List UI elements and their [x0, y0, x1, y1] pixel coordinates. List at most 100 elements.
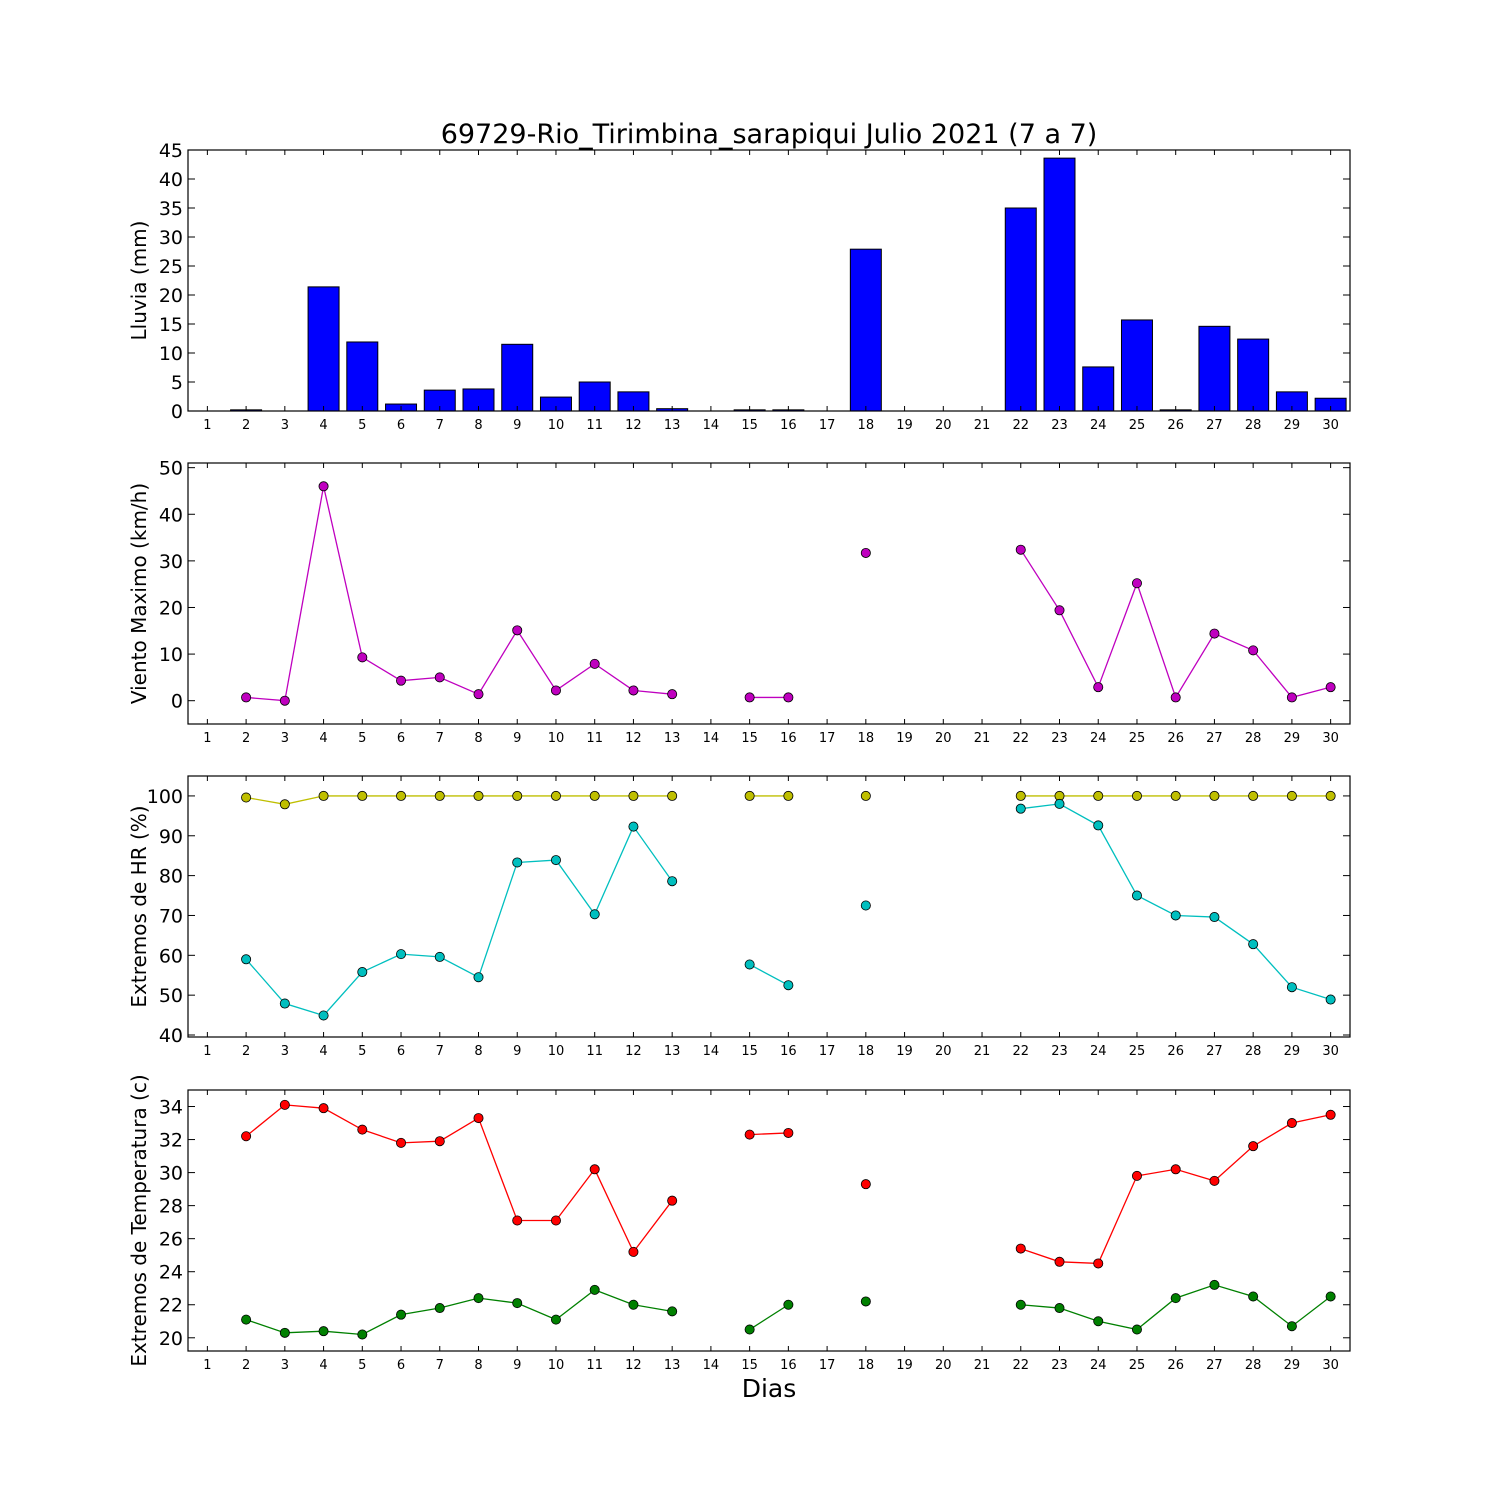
x-tick-label: 28: [1245, 1044, 1262, 1059]
x-tick-label: 17: [819, 731, 836, 746]
x-tick-label: 6: [397, 418, 405, 433]
point-wind-0-day-9: [512, 625, 523, 636]
series-temperature-0-line: [1020, 1114, 1331, 1265]
x-tick-label: 12: [625, 1044, 642, 1059]
chart-title: 69729-Rio_Tirimbina_sarapiqui Julio 2021…: [441, 119, 1098, 150]
point-temperature-1-day-16: [783, 1299, 794, 1310]
y-tick-label: 24: [159, 1262, 183, 1284]
x-tick-label: 27: [1206, 418, 1223, 433]
panel-rain: 1 2 3 4 5 6 7 8 9 10 11 12 13 14 15 16 17 18 19 20 21 22 23 24 2…: [127, 140, 1351, 433]
x-tick-label: 11: [586, 1358, 603, 1373]
bar-day-25: [1120, 319, 1153, 412]
series-temperature-1-line: [245, 1289, 673, 1336]
x-tick-label: 1: [203, 1044, 211, 1059]
x-tick-label: 15: [741, 418, 758, 433]
x-tick-label: 10: [548, 418, 565, 433]
x-tick-label: 21: [974, 1358, 991, 1373]
point-temperature-0-day-18: [860, 1179, 871, 1190]
x-tick-label: 9: [513, 1358, 521, 1373]
point-temperature-0-day-3: [279, 1099, 290, 1110]
point-humidity-0-day-13: [667, 790, 678, 801]
y-tick-label: 32: [159, 1130, 183, 1152]
point-temperature-1-day-7: [434, 1303, 445, 1314]
point-temperature-1-day-15: [744, 1324, 755, 1335]
x-tick-label: 4: [319, 1044, 327, 1059]
x-tick-label: 19: [896, 731, 913, 746]
bar-day-9: [501, 343, 534, 412]
x-tick-label: 24: [1090, 418, 1107, 433]
panel-frame: [187, 1089, 1351, 1352]
point-humidity-1-day-6: [396, 949, 407, 960]
point-wind-0-day-5: [357, 652, 368, 663]
bar-day-18: [849, 248, 882, 412]
point-temperature-1-day-9: [512, 1298, 523, 1309]
series-humidity-1-line: [749, 963, 789, 986]
x-tick-label: 23: [1051, 418, 1068, 433]
bar-day-22: [1004, 207, 1037, 412]
x-tick-label: 1: [203, 731, 211, 746]
x-tick-label: 21: [974, 418, 991, 433]
point-humidity-1-day-8: [473, 972, 484, 983]
y-tick-label: 20: [159, 1328, 183, 1350]
point-temperature-0-day-6: [396, 1137, 407, 1148]
point-temperature-1-day-3: [279, 1327, 290, 1338]
y-tick-label: 50: [159, 985, 183, 1007]
y-tick-label: 20: [159, 597, 183, 619]
y-axis-label-humidity: Extremos de HR (%): [127, 805, 151, 1007]
x-tick-label: 30: [1322, 731, 1339, 746]
series-wind-0-line: [1020, 549, 1331, 699]
point-humidity-0-day-22: [1015, 790, 1026, 801]
x-tick-label: 8: [474, 731, 482, 746]
point-temperature-1-day-26: [1170, 1293, 1181, 1304]
panel-wind: 1 2 3 4 5 6 7 8 9 10 11 12 13 14 15 16 17 18 19 20 21 22 23 24 2…: [127, 458, 1351, 746]
x-tick-label: 9: [513, 418, 521, 433]
x-tick-label: 18: [858, 731, 875, 746]
x-tick-label: 29: [1284, 1358, 1301, 1373]
point-wind-0-day-12: [628, 685, 639, 696]
x-tick-label: 10: [548, 1358, 565, 1373]
point-temperature-1-day-6: [396, 1309, 407, 1320]
x-tick-label: 7: [436, 1358, 444, 1373]
x-tick-label: 16: [780, 731, 797, 746]
point-temperature-1-day-27: [1209, 1279, 1220, 1290]
x-tick-label: 8: [474, 1358, 482, 1373]
x-tick-label: 30: [1322, 1044, 1339, 1059]
x-tick-label: 27: [1206, 1044, 1223, 1059]
x-tick-label: 27: [1206, 1358, 1223, 1373]
y-axis-label-temperature: Extremos de Temperatura (c): [127, 1074, 151, 1366]
y-tick-label: 30: [159, 551, 183, 573]
x-tick-label: 1: [203, 418, 211, 433]
point-temperature-0-day-7: [434, 1136, 445, 1147]
point-temperature-1-day-29: [1286, 1321, 1297, 1332]
point-temperature-0-day-5: [357, 1124, 368, 1135]
point-humidity-1-day-18: [860, 900, 871, 911]
x-tick-label: 1: [203, 1358, 211, 1373]
point-wind-0-day-29: [1286, 692, 1297, 703]
point-wind-0-day-30: [1325, 682, 1336, 693]
x-tick-label: 19: [896, 1358, 913, 1373]
x-tick-label: 25: [1129, 418, 1146, 433]
point-humidity-0-day-4: [318, 790, 329, 801]
x-axis-label: Dias: [742, 1374, 797, 1403]
point-wind-0-day-3: [279, 695, 290, 706]
point-humidity-1-day-13: [667, 876, 678, 887]
y-tick-label: 5: [171, 372, 183, 394]
point-humidity-1-day-15: [744, 959, 755, 970]
point-humidity-1-day-11: [589, 909, 600, 920]
point-temperature-1-day-2: [241, 1314, 252, 1325]
x-tick-label: 20: [935, 1358, 952, 1373]
point-wind-0-day-25: [1131, 578, 1142, 589]
x-tick-label: 12: [625, 731, 642, 746]
x-tick-label: 6: [397, 1358, 405, 1373]
x-tick-label: 5: [358, 731, 366, 746]
x-tick-label: 2: [242, 418, 250, 433]
point-humidity-0-day-12: [628, 790, 639, 801]
series-humidity-0-line: [245, 795, 673, 805]
point-humidity-1-day-26: [1170, 910, 1181, 921]
y-tick-label: 60: [159, 945, 183, 967]
point-humidity-1-day-12: [628, 821, 639, 832]
x-tick-label: 15: [741, 1044, 758, 1059]
x-tick-label: 11: [586, 1044, 603, 1059]
bar-day-23: [1043, 157, 1076, 412]
y-tick-label: 10: [159, 343, 183, 365]
